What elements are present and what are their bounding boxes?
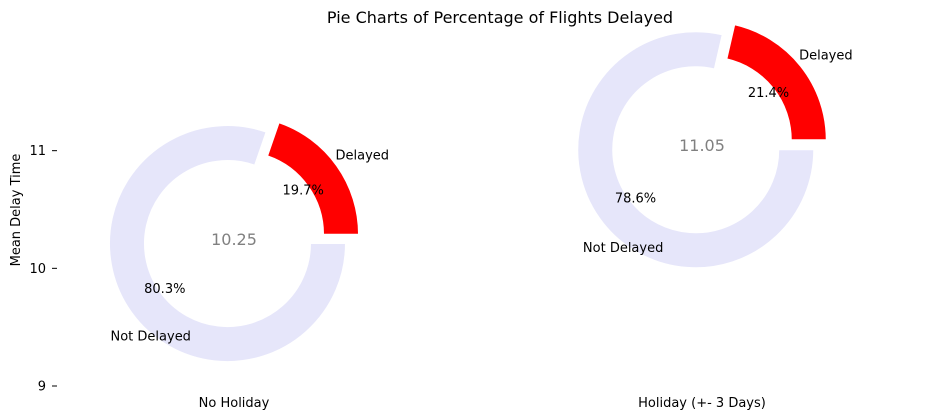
y-tick-label: 11 (29, 144, 46, 159)
y-tick-label: 10 (29, 262, 46, 277)
x-category-label: No Holiday (199, 396, 270, 411)
x-category-label: Holiday (+- 3 Days) (638, 396, 766, 411)
pie-slice-not-delayed (577, 31, 815, 269)
pie-slice-delayed (726, 24, 827, 141)
pie-pct-label: 21.4% (748, 86, 789, 101)
pie-slice-label: Delayed (335, 149, 389, 164)
pie-pct-label: 80.3% (144, 282, 185, 297)
pie-slice-label: Not Delayed (583, 241, 663, 256)
y-axis-label: Mean Delay Time (9, 154, 24, 267)
pie-slice-delayed (267, 122, 360, 235)
pie-pct-label: 78.6% (615, 192, 656, 207)
x-axis-labels: No Holiday Holiday (+- 3 Days) (199, 396, 766, 411)
y-axis: 9 10 11 (29, 144, 57, 395)
chart-title: Pie Charts of Percentage of Flights Dela… (327, 8, 673, 27)
pie-center-value: 11.05 (679, 136, 725, 155)
y-tick-label: 9 (38, 380, 46, 395)
pie-pct-label: 19.7% (283, 184, 324, 199)
pie-slice-label: Delayed (799, 49, 853, 64)
pie-slice-not-delayed (108, 125, 346, 362)
pie-center-value: 10.25 (211, 230, 257, 249)
pie-group: 19.7% Delayed 80.3% Not Delayed 10.25 21.4% De… (108, 24, 853, 362)
pie-slice-label: Not Delayed (111, 329, 191, 344)
